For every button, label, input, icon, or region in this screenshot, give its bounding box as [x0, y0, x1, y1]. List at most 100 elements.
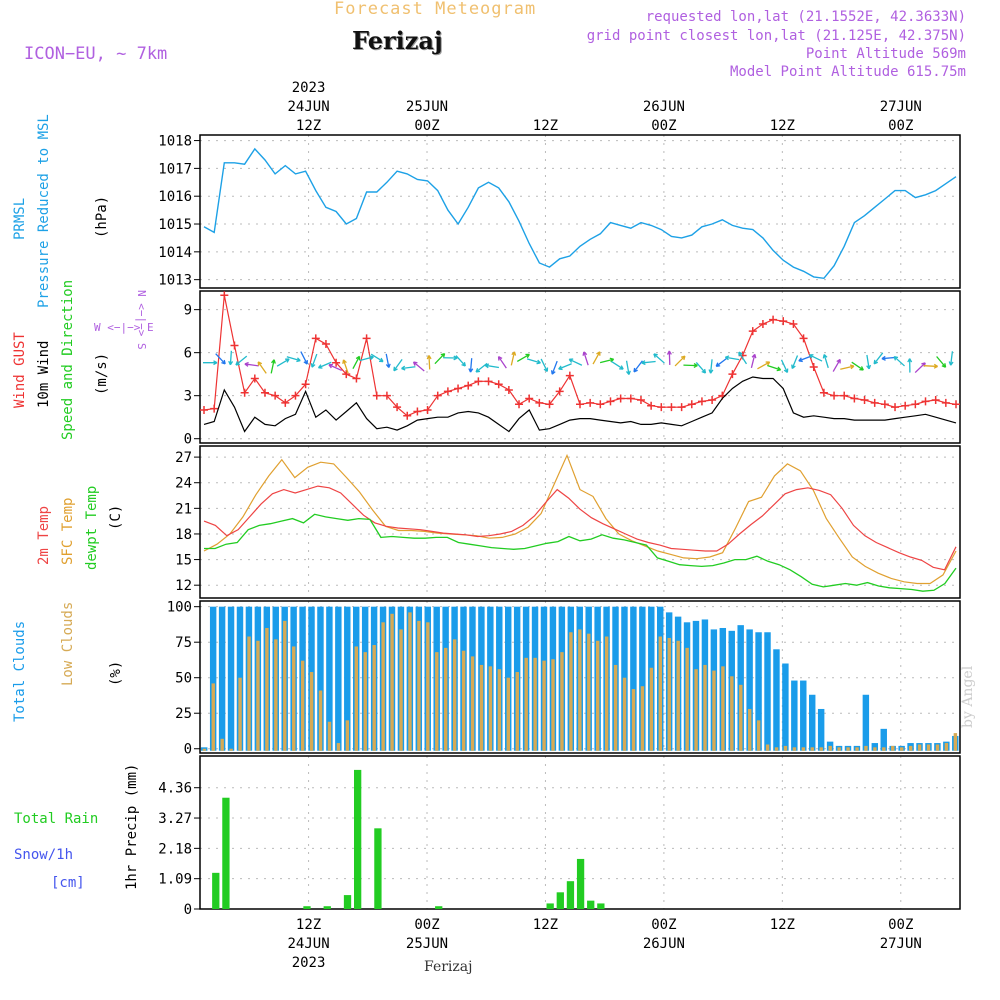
y-tick-label: 1016 [158, 189, 192, 205]
y-tick-label: 27 [175, 450, 192, 466]
x-label-bottom: 26JUN [643, 936, 685, 952]
low-cloud-bar [372, 645, 376, 751]
low-cloud-bar [327, 721, 332, 751]
gust-marker [647, 401, 656, 410]
wind-arrow [497, 355, 507, 369]
precip-axis-label: 1hr Precip (mm) [124, 764, 140, 890]
total-cloud-bar [791, 680, 798, 751]
total-cloud-bar [862, 694, 870, 751]
gust-marker [809, 363, 818, 371]
gust-marker [901, 401, 910, 410]
gust-marker [687, 400, 696, 409]
gust-marker [271, 391, 280, 400]
low-cloud-bar [774, 747, 779, 751]
low-cloud-bar [408, 612, 412, 751]
low-cloud-bar [309, 672, 314, 751]
x-label-top: 00Z [651, 118, 676, 134]
low-cloud-bar [640, 686, 645, 751]
x-label-top: 12Z [770, 118, 795, 134]
gust-marker [586, 398, 595, 407]
wind-arrow [653, 353, 665, 364]
pressure-line [203, 147, 957, 280]
low-cloud-bar [792, 747, 797, 751]
x-label-top: 24JUN [287, 99, 329, 115]
wind-arrow [401, 365, 416, 371]
pressure-label-prmsl: PRMSL [12, 198, 28, 240]
wind-arrow [641, 360, 656, 366]
y-tick-label: 1014 [158, 245, 192, 261]
low-cloud-bar [578, 629, 582, 751]
total-cloud-bar [335, 606, 342, 751]
low-cloud-bar [953, 733, 958, 751]
wind-line [203, 376, 957, 433]
low-cloud-bar [435, 652, 439, 751]
gust-marker [240, 388, 249, 397]
low-cloud-bar [256, 640, 260, 751]
wind-arrow [582, 351, 589, 366]
precip-snow-unit: [cm] [51, 875, 85, 891]
precip-rain-label: Total Rain [14, 811, 98, 827]
x-label-bottom: 12Z [296, 917, 321, 933]
gust-marker [636, 395, 645, 404]
rain-bar [566, 881, 575, 909]
low-cloud-bar [336, 743, 341, 751]
low-cloud-bar [390, 613, 394, 751]
gust-marker [382, 391, 391, 400]
low-cloud-bar [926, 744, 931, 751]
wind-arrow [907, 358, 913, 373]
x-label-top: 27JUN [880, 99, 922, 115]
low-cloud-bar [667, 637, 671, 751]
precip-snow-label: Snow/1h [14, 847, 73, 863]
low-cloud-bar [756, 720, 761, 751]
wind-arrow [568, 358, 583, 366]
gust-marker [952, 400, 960, 409]
rain-bar [323, 906, 331, 909]
low-cloud-bar [604, 636, 609, 751]
gust-marker [596, 400, 605, 409]
low-cloud-bar [220, 738, 224, 751]
wind-arrow [873, 352, 884, 365]
total-cloud-bar [755, 632, 762, 751]
wind-arrow [750, 353, 757, 369]
low-cloud-bar [712, 670, 716, 751]
low-cloud-bar [891, 745, 895, 751]
gust-marker [484, 377, 493, 386]
gust-marker [230, 341, 239, 350]
low-cloud-bar [479, 664, 484, 751]
gust-marker [200, 406, 208, 415]
x-label-top: 2023 [292, 80, 326, 96]
wind-unit: (m/s) [94, 353, 110, 395]
wind-arrow [780, 359, 789, 374]
low-cloud-bar [819, 747, 823, 751]
x-label-top: 12Z [296, 118, 321, 134]
gust-marker [657, 403, 666, 412]
wind-arrow [203, 360, 218, 366]
compass-ns: N <−|−> S [135, 290, 148, 350]
model-name: ICON−EU, ~ 7km [24, 44, 168, 64]
low-cloud-bar [452, 639, 457, 751]
low-cloud-bar [569, 632, 573, 751]
low-cloud-bar [694, 669, 698, 751]
low-cloud-bar [658, 636, 663, 751]
low-cloud-bar [739, 684, 743, 751]
gust-marker [667, 403, 676, 412]
wind-arrow [310, 353, 318, 368]
gust-marker [474, 377, 483, 386]
gust-marker [535, 398, 544, 407]
gust-marker [748, 327, 757, 336]
gust-marker [393, 403, 402, 412]
low-cloud-bar [417, 620, 421, 751]
temp-unit: (C) [108, 505, 124, 530]
gust-marker [210, 404, 219, 413]
low-cloud-bar [748, 708, 752, 751]
x-label-bottom: 2023 [292, 955, 326, 971]
rain-bar [354, 769, 362, 909]
low-cloud-bar [202, 748, 207, 751]
wind-arrow [443, 355, 458, 361]
total-cloud-bar [764, 632, 771, 751]
location-title: Ferizaj [352, 26, 443, 55]
rain-bar [556, 892, 564, 909]
gust-marker [545, 400, 554, 409]
wind-arrow [215, 353, 226, 365]
